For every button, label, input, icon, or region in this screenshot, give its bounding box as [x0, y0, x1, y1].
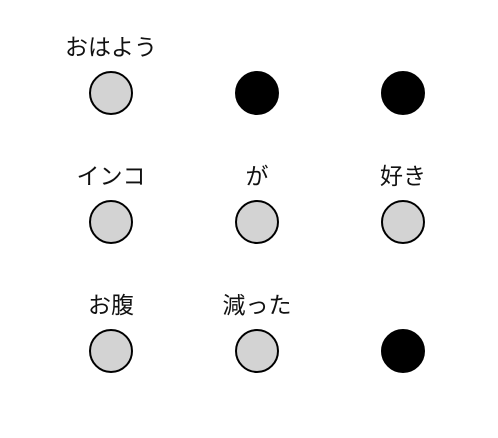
dot-button[interactable] [381, 71, 425, 115]
dot-button[interactable] [381, 329, 425, 373]
cell-label: おはよう [65, 35, 157, 61]
cell-label: インコ [76, 164, 146, 190]
cell-label: 減った [222, 293, 292, 319]
grid-cell-1-1: が [207, 163, 307, 253]
grid-cell-0-2 [353, 34, 453, 124]
cell-label: が [245, 164, 269, 190]
grid-cell-2-2 [353, 292, 453, 382]
dot-button[interactable] [89, 329, 133, 373]
grid-cell-0-0: おはよう [61, 34, 161, 124]
dot-button[interactable] [89, 71, 133, 115]
grid-cell-2-1: 減った [207, 292, 307, 382]
dot-button[interactable] [235, 329, 279, 373]
dot-button[interactable] [235, 200, 279, 244]
grid-cell-1-0: インコ [61, 163, 161, 253]
grid-cell-0-1 [207, 34, 307, 124]
grid-cell-1-2: 好き [353, 163, 453, 253]
cell-label: お腹 [88, 293, 134, 319]
dot-button[interactable] [89, 200, 133, 244]
grid-cell-2-0: お腹 [61, 292, 161, 382]
dot-button[interactable] [381, 200, 425, 244]
cell-label: 好き [380, 164, 426, 190]
dot-button[interactable] [235, 71, 279, 115]
